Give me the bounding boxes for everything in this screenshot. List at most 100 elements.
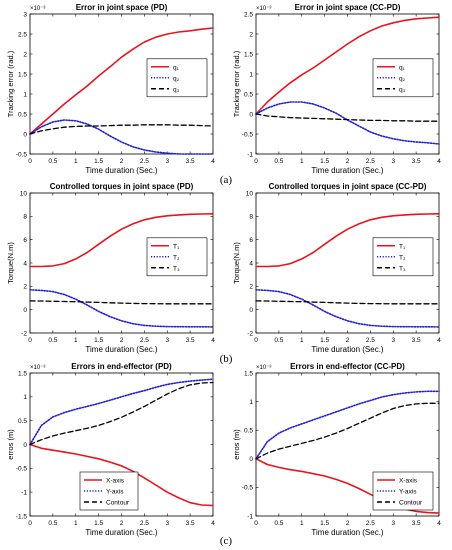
legend-label-1: X-axis [399,478,418,485]
x-tick-label: 1.5 [94,520,103,527]
x-tick-label: 4 [211,520,215,527]
legend-label-2: Y-axis [106,489,124,496]
x-tick-label: 1 [74,520,78,527]
x-tick-label: 4 [437,337,441,344]
y-tick-label: -2 [247,330,253,337]
y-axis-label: erros (m) [232,429,241,460]
series-line-2 [29,288,214,328]
y-tick-label: 0 [249,111,253,118]
series-line-3 [255,300,440,305]
series-line-3 [29,381,214,446]
y-tick-label: -1 [21,489,27,496]
y-axis-label: Torque(N.m) [232,242,241,284]
scale-label: ×10⁻³ [30,365,45,371]
y-tick-label: 2 [249,31,253,38]
x-tick-label: 1 [300,520,304,527]
x-axis-label: Time duration (Sec.) [85,345,158,354]
x-tick-label: 3.5 [412,520,421,527]
x-tick-label: 2.5 [140,158,149,165]
y-tick-label: 2.5 [18,31,27,38]
chart-title: Errors in end-effector (CC-PD) [290,362,405,371]
y-tick-label: 0.5 [18,111,27,118]
legend-label-1: q₁ [399,64,406,71]
x-tick-label: 2.5 [366,520,375,527]
legend: q₁ q₂ q₃ [372,58,434,98]
x-tick-label: 2 [120,158,124,165]
y-tick-label: 1.5 [18,71,27,78]
y-tick-label: -0.5 [16,466,28,473]
x-tick-label: 2 [120,520,124,527]
caption-b: (b) [219,353,233,365]
y-tick-label: 0 [23,442,27,449]
x-tick-label: 3 [165,337,169,344]
series-line-2 [29,378,214,446]
x-tick-label: 0 [28,158,32,165]
series-line-3 [29,300,214,305]
x-tick-label: 1 [74,337,78,344]
y-tick-label: 0 [249,307,253,314]
x-tick-label: 3.5 [186,337,195,344]
y-tick-label: 1.5 [18,370,27,377]
x-tick-label: 4 [211,337,215,344]
x-tick-label: 0.5 [48,520,57,527]
legend-label-3: T₃ [399,265,406,272]
y-tick-label: 8 [23,214,27,221]
caption-a: (a) [219,174,233,186]
x-axis-label: Time duration (Sec.) [85,528,158,537]
legend-label-2: Y-axis [399,489,417,496]
x-tick-label: 2 [346,337,350,344]
legend-label-2: q₂ [399,75,406,82]
y-tick-label: -0.5 [16,151,28,158]
x-tick-label: 1.5 [94,337,103,344]
chart-title: Controlled torques in joint space (PD) [50,182,194,191]
x-tick-label: 0.5 [48,337,57,344]
x-tick-label: 2 [120,337,124,344]
series-line-2 [255,390,440,460]
series-line-3 [255,113,440,122]
legend-label-3: q₃ [399,86,406,93]
x-tick-label: 1 [300,337,304,344]
x-tick-label: 4 [211,158,215,165]
x-tick-label: 0.5 [274,158,283,165]
x-tick-label: 0 [254,158,258,165]
y-tick-label: 1 [23,91,27,98]
y-tick-label: 1.5 [244,51,253,58]
x-tick-label: 2.5 [140,520,149,527]
y-tick-label: 0.5 [244,91,253,98]
y-tick-label: 2 [249,284,253,291]
y-tick-label: 0 [23,307,27,314]
y-tick-label: -1.5 [16,513,28,520]
x-tick-label: 1 [74,158,78,165]
y-tick-label: 1 [249,71,253,78]
x-tick-label: 3.5 [186,520,195,527]
y-tick-label: 6 [249,237,253,244]
legend-label-1: X-axis [106,478,125,485]
y-tick-label: 0.5 [18,418,27,425]
scale-label: ×10⁻³ [30,6,45,12]
chart-title: Error in joint space (PD) [76,3,168,12]
y-tick-label: -2 [21,330,27,337]
chart-panel-1: Error in joint space (PD) ×10⁻³ 0 0.5 1 1.5 2 2… [6,3,215,175]
legend-box [146,58,208,98]
chart-title: Error in joint space (CC-PD) [295,3,401,12]
series-line-1 [29,443,214,507]
y-tick-label: 3 [23,11,27,18]
x-tick-label: 3 [391,158,395,165]
x-tick-label: 0.5 [274,520,283,527]
scale-label: ×10⁻³ [256,365,271,371]
y-tick-label: 4 [23,260,27,267]
y-tick-label: 10 [246,190,254,197]
y-axis-label: Tracking error (rad.) [232,50,241,117]
y-axis-label: Torque(N.m) [6,242,15,284]
legend-label-2: q₂ [173,75,180,82]
series-line-2 [29,119,214,155]
x-tick-label: 2.5 [366,158,375,165]
x-tick-label: 2 [346,158,350,165]
y-tick-label: 1.5 [244,370,253,377]
x-tick-label: 0 [28,520,32,527]
legend-label-3: T₃ [173,265,180,272]
x-tick-label: 2 [346,520,350,527]
y-tick-label: 4 [249,260,253,267]
series-line-1 [29,213,214,268]
x-tick-label: 4 [437,158,441,165]
